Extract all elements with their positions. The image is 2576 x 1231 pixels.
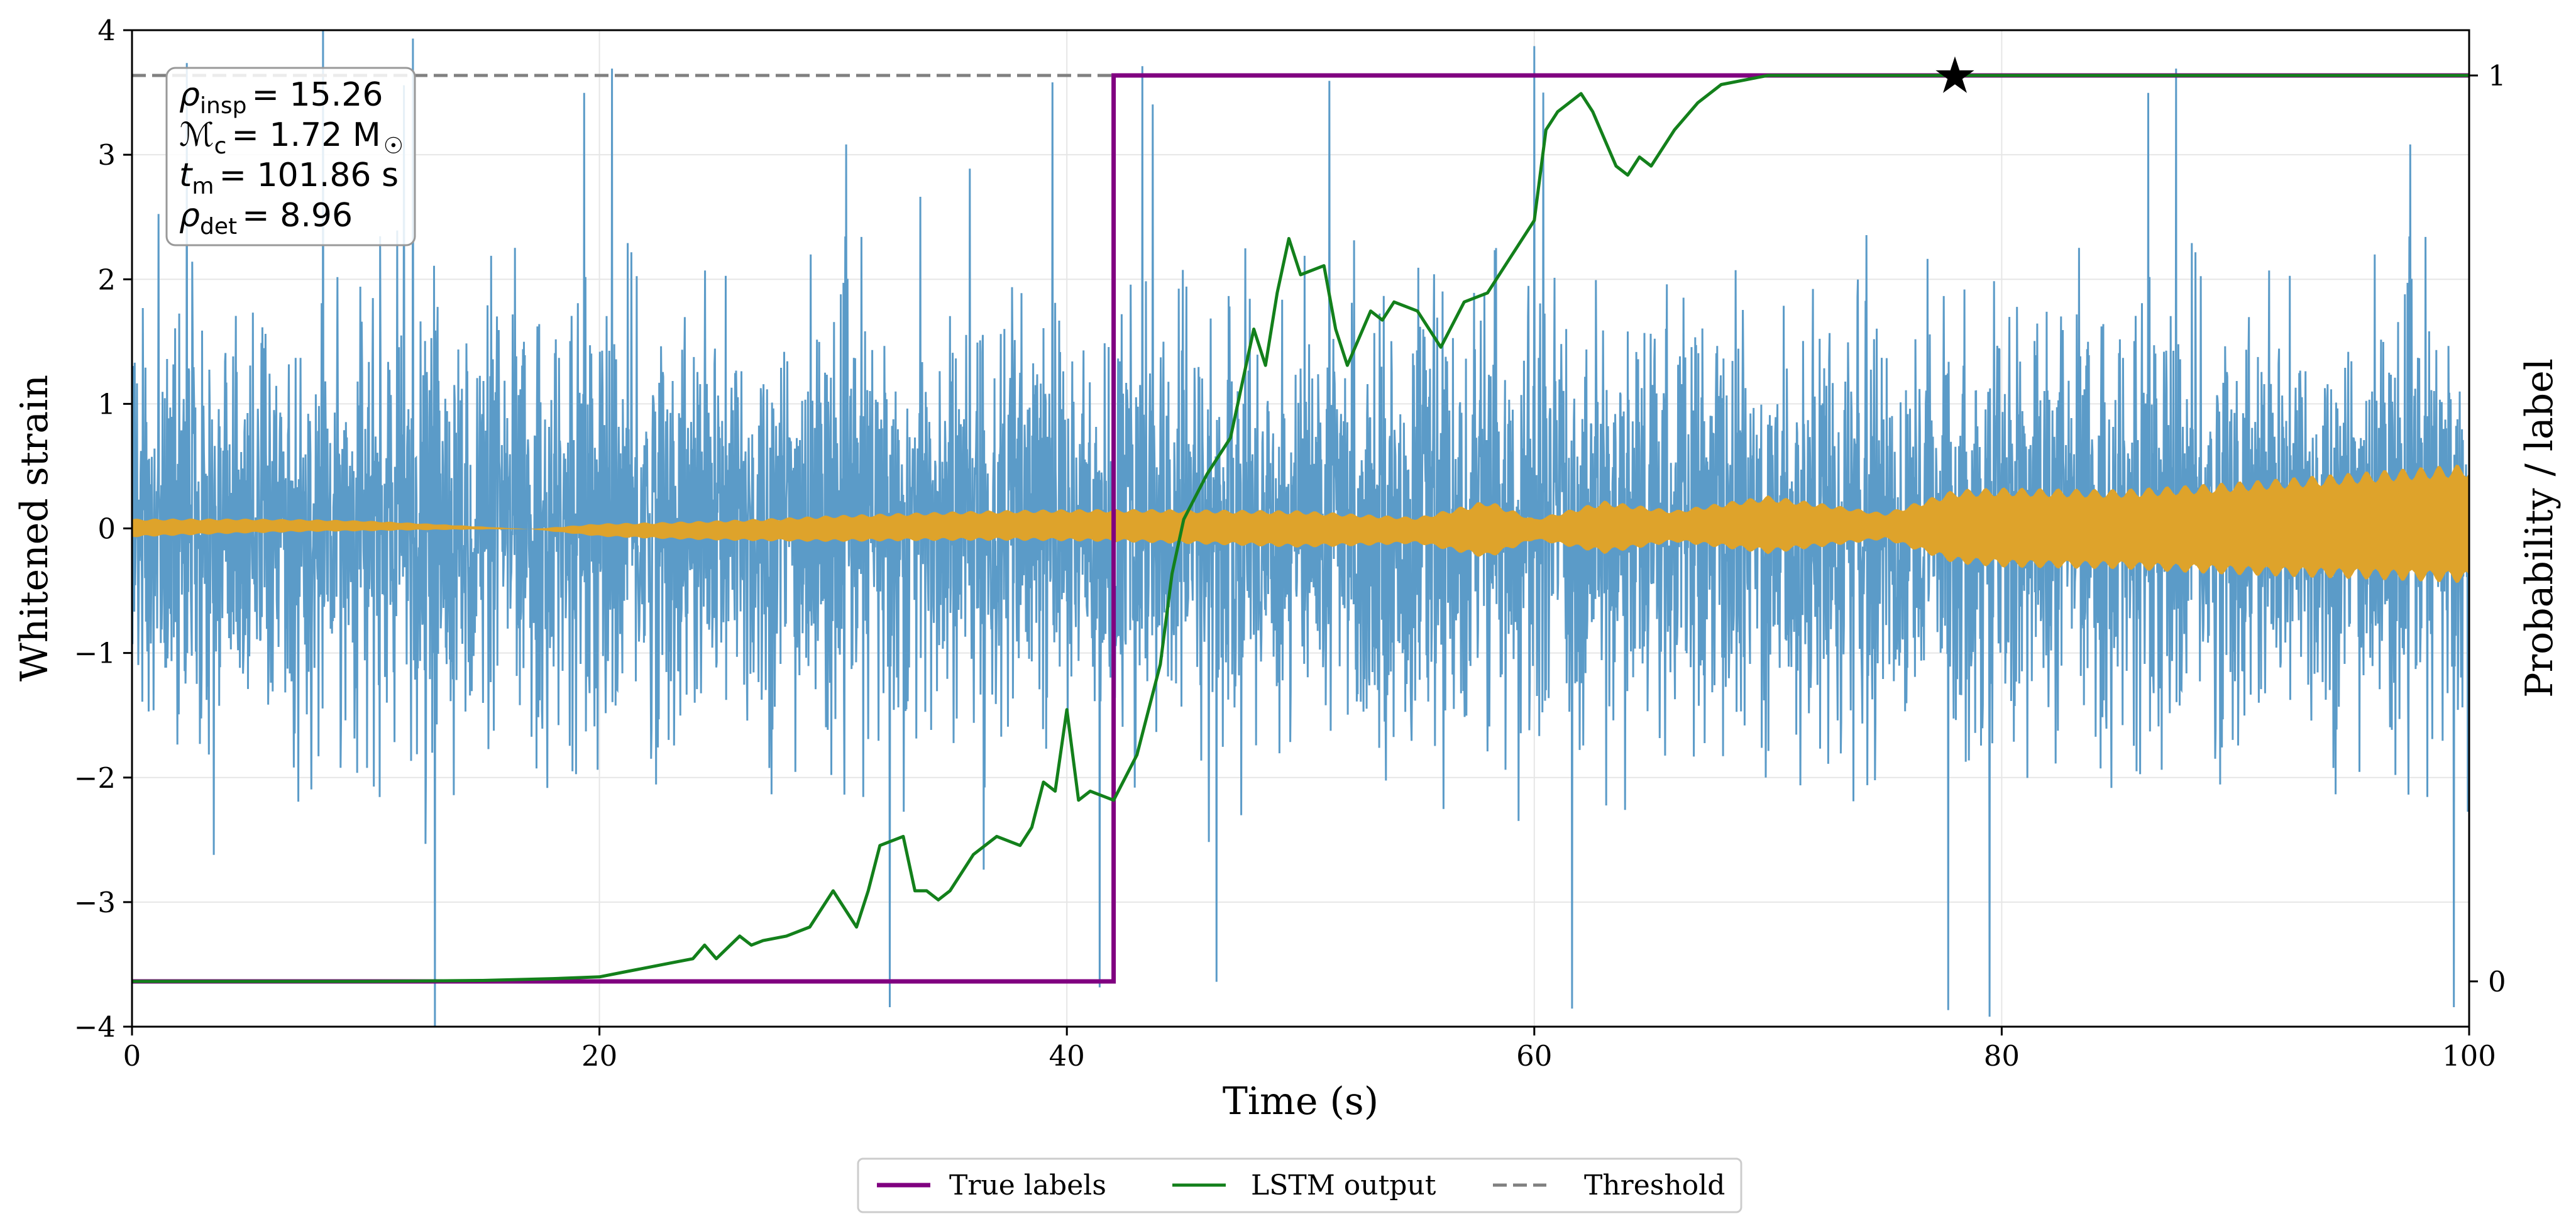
x-tick-label: 100 bbox=[2442, 1039, 2496, 1073]
y-left-tick-label: 1 bbox=[97, 387, 116, 421]
series-layer bbox=[132, 30, 2469, 1027]
annotation-box: ρinsp = 15.26 ℳc = 1.72 M ☉ tm = 101.86 s ρd… bbox=[165, 67, 416, 246]
legend-label-threshold: Threshold bbox=[1584, 1169, 1725, 1201]
legend-frame bbox=[857, 1157, 1742, 1213]
y-right-tick-label: 1 bbox=[2488, 59, 2506, 92]
series-lstm-output bbox=[132, 74, 2469, 983]
y-left-tick-label: −4 bbox=[74, 1010, 116, 1044]
legend-label-lstm-output: LSTM output bbox=[1251, 1169, 1436, 1201]
detection-star-marker: ★ bbox=[1932, 47, 1978, 105]
legend: True labels LSTM output Threshold bbox=[857, 1157, 1742, 1213]
x-tick-label: 40 bbox=[1049, 1039, 1085, 1073]
x-tick-label: 60 bbox=[1516, 1039, 1552, 1073]
y-axis-right-label: Probability / label bbox=[2518, 358, 2562, 698]
y-left-tick-label: −3 bbox=[74, 886, 116, 919]
y-axis-left-label: Whitened strain bbox=[13, 375, 57, 682]
y-left-tick-label: −2 bbox=[74, 761, 116, 795]
x-axis: 0 20 40 60 80 100 bbox=[123, 1027, 2496, 1073]
y-left-tick-label: 2 bbox=[97, 263, 116, 296]
x-tick-label: 80 bbox=[1984, 1039, 2020, 1073]
x-axis-label: Time (s) bbox=[1223, 1079, 1379, 1123]
annotation-t-m: tm = 101.86 s bbox=[179, 157, 399, 199]
y-left-tick-label: 0 bbox=[97, 512, 116, 546]
x-tick-label: 0 bbox=[123, 1039, 141, 1073]
y-left-tick-label: −1 bbox=[74, 637, 116, 670]
y-axis-right: 01 bbox=[2469, 59, 2506, 998]
y-left-tick-label: 3 bbox=[97, 138, 116, 172]
legend-label-true-labels: True labels bbox=[949, 1169, 1106, 1201]
annotation-rho-det: ρdet = 8.96 bbox=[179, 197, 353, 240]
annotation-rho-insp: ρinsp = 15.26 bbox=[179, 76, 383, 119]
annotation-chirp-mass: ℳc = 1.72 M ☉ bbox=[179, 116, 404, 159]
y-axis-left: −4 −3 −2 −1 0 1 2 3 4 bbox=[74, 14, 132, 1044]
y-left-tick-label: 4 bbox=[97, 14, 116, 47]
y-right-tick-label: 0 bbox=[2488, 965, 2506, 998]
x-tick-label: 20 bbox=[581, 1039, 617, 1073]
series-injected-signal bbox=[132, 465, 2469, 583]
